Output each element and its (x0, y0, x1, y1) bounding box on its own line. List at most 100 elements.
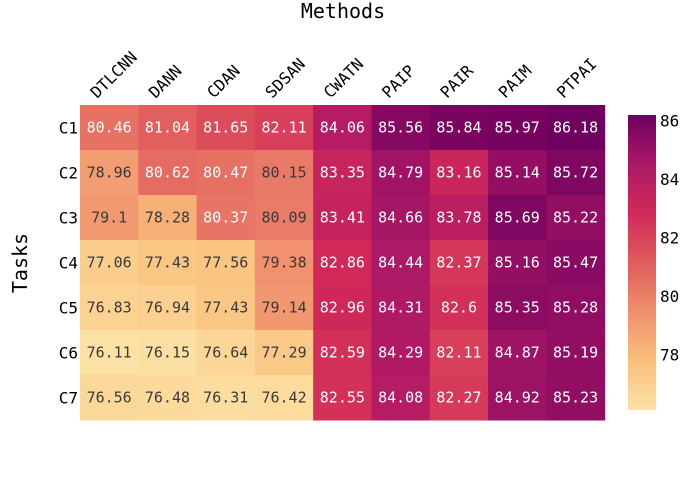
cell-value-label: 85.28 (553, 299, 598, 317)
cell-value-label: 85.97 (495, 119, 540, 137)
heatmap-cell (138, 240, 198, 286)
heatmap-cell (488, 375, 547, 421)
cell-value-label: 82.55 (320, 389, 365, 407)
x-tick-label: CDAN (203, 61, 244, 102)
heatmap-cell (254, 195, 314, 241)
x-tick-label: DTLCNN (87, 48, 141, 102)
heatmap-cells: 80.46 81.04 81.65 82.11 84.06 85.56 85.84 85.97… (80, 105, 606, 421)
cell-value-label: 85.72 (553, 164, 598, 182)
heatmap-cell (371, 285, 431, 331)
cell-value-label: 76.48 (145, 389, 190, 407)
heatmap-cell (138, 150, 198, 196)
heatmap-cell (80, 150, 139, 196)
heatmap-cell (80, 240, 139, 286)
cell-value-label: 82.86 (320, 254, 365, 272)
x-tick-label: CWATN (320, 54, 367, 101)
heatmap-cell (546, 330, 606, 376)
cell-value-label: 77.56 (203, 254, 248, 272)
heatmap-cell (488, 285, 547, 331)
y-axis-title: Tasks (8, 233, 32, 293)
cell-value-label: 81.04 (145, 119, 190, 137)
cell-value-label: 80.62 (145, 164, 190, 182)
cell-value-label: 83.78 (436, 209, 481, 227)
cell-value-label: 76.83 (87, 299, 132, 317)
heatmap-cell (196, 195, 256, 241)
heatmap-cell (546, 105, 606, 151)
cell-value-label: 77.29 (261, 344, 306, 362)
colorbar-tick-label: 86 (660, 111, 679, 130)
y-tick-label: C2 (59, 164, 78, 183)
cell-value-label: 85.23 (553, 389, 598, 407)
heatmap-cell (138, 375, 198, 421)
heatmap-cell (254, 150, 314, 196)
cell-value-label: 84.44 (378, 254, 423, 272)
heatmap-cell (80, 330, 139, 376)
heatmap-cell (313, 195, 372, 241)
heatmap-cell (80, 375, 139, 421)
y-tick-label: C6 (59, 344, 78, 363)
y-tick-labels: C1 C2 C3 C4 C5 C6 C7 (59, 119, 78, 408)
cell-value-label: 85.22 (553, 209, 598, 227)
heatmap-cell (371, 105, 431, 151)
y-tick-label: C3 (59, 209, 78, 228)
cell-value-label: 85.14 (495, 164, 540, 182)
cell-value-label: 80.37 (203, 209, 248, 227)
y-tick-label: C1 (59, 119, 78, 138)
x-tick-labels: DTLCNN DANN CDAN SDSAN CWATN PAIP PAIR PAIM PTPA… (87, 48, 601, 102)
x-axis-title: Methods (301, 0, 385, 23)
x-tick-label: PAIM (495, 61, 536, 102)
heatmap-cell (196, 150, 256, 196)
heatmap-cell (313, 240, 372, 286)
cell-value-label: 82.59 (320, 344, 365, 362)
heatmap-cell (429, 240, 489, 286)
colorbar-tick-label: 78 (660, 346, 679, 365)
heatmap-cell (546, 375, 606, 421)
cell-value-label: 83.16 (436, 164, 481, 182)
y-tick-label: C5 (59, 299, 78, 318)
colorbar-tick-label: 84 (660, 170, 679, 189)
cell-value-label: 81.65 (203, 119, 248, 137)
colorbar-tick-label: 82 (660, 228, 679, 247)
cell-value-label: 82.37 (436, 254, 481, 272)
cell-value-label: 77.06 (87, 254, 132, 272)
cell-value-label: 76.64 (203, 344, 248, 362)
heatmap-cell (546, 285, 606, 331)
heatmap-cell (254, 105, 314, 151)
heatmap-cell (313, 105, 372, 151)
heatmap-cell (488, 330, 547, 376)
heatmap-cell (371, 195, 431, 241)
heatmap-cell (254, 375, 314, 421)
cell-value-label: 80.09 (261, 209, 306, 227)
heatmap-cell (138, 330, 198, 376)
cell-value-label: 86.18 (553, 119, 598, 137)
heatmap-cell (429, 375, 489, 421)
heatmap-cell (138, 105, 198, 151)
cell-value-label: 79.38 (261, 254, 306, 272)
heatmap-cell (488, 105, 547, 151)
cell-value-label: 76.31 (203, 389, 248, 407)
heatmap-cell (196, 285, 256, 331)
cell-value-label: 82.11 (261, 119, 306, 137)
heatmap-cell (80, 285, 139, 331)
heatmap-cell (546, 150, 606, 196)
cell-value-label: 77.43 (203, 299, 248, 317)
cell-value-label: 76.56 (87, 389, 132, 407)
cell-value-label: 76.42 (261, 389, 306, 407)
cell-value-label: 85.35 (495, 299, 540, 317)
heatmap-cell (138, 285, 198, 331)
cell-value-label: 83.41 (320, 209, 365, 227)
cell-value-label: 80.15 (261, 164, 306, 182)
cell-value-label: 79.14 (261, 299, 306, 317)
heatmap-cell (371, 375, 431, 421)
x-tick-label: DANN (145, 61, 186, 102)
cell-value-label: 85.56 (378, 119, 423, 137)
cell-value-label: 85.69 (495, 209, 540, 227)
y-tick-label: C4 (59, 254, 78, 273)
heatmap-cell (138, 195, 198, 241)
x-tick-label: PTPAI (553, 54, 600, 101)
cell-value-label: 85.16 (495, 254, 540, 272)
cell-value-label: 77.43 (145, 254, 190, 272)
heatmap-cell (488, 150, 547, 196)
heatmap-cell (429, 285, 489, 331)
colorbar: 78 80 82 84 86 (628, 111, 679, 410)
